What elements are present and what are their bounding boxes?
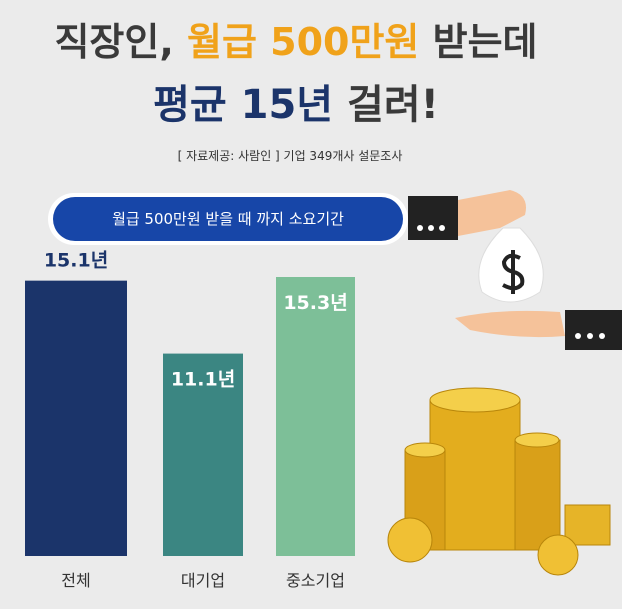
dot bbox=[417, 225, 423, 231]
chart-title: 월급 500만원 받을 때 까지 소요기간 bbox=[112, 210, 344, 228]
hand bbox=[458, 190, 526, 236]
coin bbox=[404, 442, 446, 458]
title-part: 직장인, bbox=[54, 20, 187, 64]
title-highlight: 평균 15년 bbox=[153, 82, 333, 128]
bar bbox=[163, 353, 243, 556]
dot bbox=[587, 333, 593, 339]
coin bbox=[537, 534, 579, 576]
x-tick-label: 전체 bbox=[61, 571, 90, 590]
source: [ 자료제공: 사람인 ] 기업 349개사 설문조사 bbox=[178, 149, 403, 163]
coin bbox=[429, 387, 521, 413]
value-label: 15.1년 bbox=[44, 250, 108, 272]
bar bbox=[276, 277, 355, 556]
title-highlight: 월급 500만원 bbox=[187, 20, 419, 64]
value-label: 11.1년 bbox=[171, 369, 235, 391]
dot bbox=[599, 333, 605, 339]
dot bbox=[439, 225, 445, 231]
hand bbox=[455, 310, 565, 338]
x-tick-label: 중소기업 bbox=[286, 571, 345, 590]
title-part: 받는데 bbox=[419, 20, 537, 64]
value-label: 15.3년 bbox=[283, 292, 347, 314]
gold-bar bbox=[564, 504, 611, 546]
coin bbox=[514, 432, 560, 448]
bar bbox=[25, 280, 127, 556]
sleeve bbox=[565, 310, 622, 350]
dot bbox=[428, 225, 434, 231]
coin bbox=[387, 517, 433, 563]
dot bbox=[575, 333, 581, 339]
x-tick-label: 대기업 bbox=[181, 571, 225, 590]
coin-stack bbox=[514, 439, 561, 551]
dollar-icon bbox=[501, 250, 525, 294]
pill bbox=[53, 197, 403, 241]
title-part: 걸려! bbox=[333, 82, 439, 128]
title-line1: 직장인, 월급 500만원 받는데 bbox=[54, 20, 537, 64]
sleeve bbox=[408, 196, 458, 240]
coins bbox=[387, 387, 611, 576]
title-line2: 평균 15년 걸려! bbox=[153, 82, 439, 128]
